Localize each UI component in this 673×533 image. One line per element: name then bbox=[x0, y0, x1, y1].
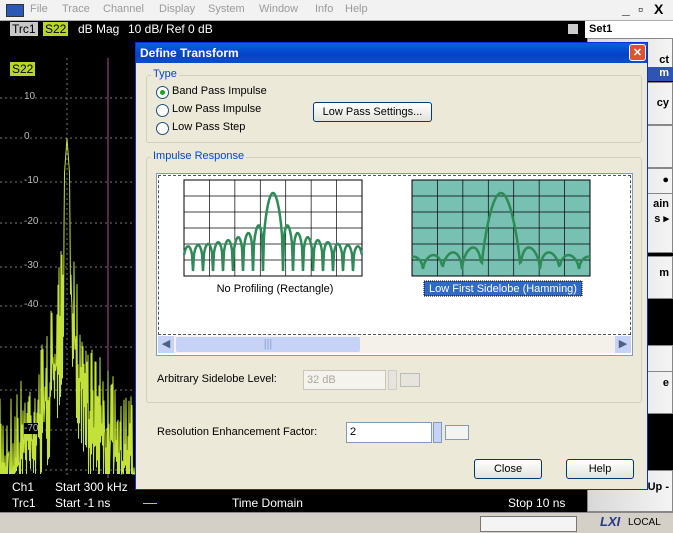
close-icon[interactable]: ✕ bbox=[629, 44, 646, 61]
ref-label: Resolution Enhancement Factor: bbox=[157, 426, 318, 438]
menu-item[interactable]: Display bbox=[159, 3, 196, 15]
softkey-label: m bbox=[659, 67, 669, 79]
radio-label[interactable]: Low Pass Impulse bbox=[172, 103, 262, 115]
trace-header: Trc1 S22 dB Mag 10 dB/ Ref 0 dB bbox=[0, 21, 587, 38]
scroll-right[interactable]: ▶ bbox=[615, 336, 631, 353]
menu-item[interactable]: System bbox=[208, 3, 245, 15]
axis-label: 10 bbox=[24, 91, 36, 102]
local: LOCAL bbox=[628, 517, 661, 528]
axis-label: -30 bbox=[24, 260, 39, 271]
help-button[interactable]: Help bbox=[566, 459, 634, 479]
radio-dot bbox=[160, 90, 165, 95]
radio-label[interactable]: Band Pass Impulse bbox=[172, 85, 267, 97]
sidelobe-label: Arbitrary Sidelobe Level: bbox=[157, 373, 277, 385]
dialog-title: Define Transform bbox=[140, 46, 239, 60]
scroll-thumb[interactable]: ||| bbox=[176, 337, 360, 352]
menu-bar: File Trace Channel Display System Window Info H… bbox=[0, 0, 673, 21]
softkey-label: m bbox=[659, 267, 669, 279]
softkey-label: s ▸ bbox=[654, 213, 669, 225]
trace-format: dB Mag bbox=[78, 22, 120, 36]
axis-label: 0 bbox=[24, 131, 30, 142]
softkey-label: cy bbox=[656, 97, 669, 109]
menu-item[interactable]: Info bbox=[315, 3, 334, 15]
dialog: Define Transform ✕ Type Band Pass Impuls… bbox=[135, 42, 648, 490]
softkey-label: e bbox=[662, 377, 669, 389]
domain-mode: Time Domain bbox=[232, 496, 303, 510]
window-curve bbox=[411, 191, 591, 270]
menu-item[interactable]: Help bbox=[345, 3, 368, 15]
caption-highlight bbox=[423, 280, 583, 297]
scroll-left[interactable]: ◀ bbox=[158, 336, 174, 353]
menu-item[interactable]: Window bbox=[259, 3, 299, 15]
radio-button[interactable] bbox=[156, 122, 169, 135]
close-button[interactable]: Close bbox=[474, 459, 542, 479]
sidelobe-input: 32 dB bbox=[303, 370, 386, 390]
window-button[interactable]: _ bbox=[622, 1, 630, 17]
axis-label: -70 bbox=[24, 423, 39, 434]
trace-name: Trc1 bbox=[10, 22, 38, 36]
window-caption[interactable]: Low First Sidelobe (Hamming) bbox=[429, 283, 577, 295]
window-button[interactable]: X bbox=[654, 1, 664, 17]
radio-button[interactable] bbox=[156, 104, 169, 117]
channel-label: S22 bbox=[10, 62, 36, 76]
set-label: Set1 bbox=[589, 23, 613, 35]
app-icon bbox=[6, 4, 24, 17]
low-pass-settings[interactable]: Low Pass Settings... bbox=[313, 102, 432, 122]
focus-rect bbox=[158, 175, 631, 335]
trace-footer: Trc1 bbox=[12, 496, 36, 510]
ref-input[interactable]: 2 bbox=[346, 422, 432, 443]
radio-label[interactable]: Low Pass Step bbox=[172, 121, 246, 133]
window-curve bbox=[182, 191, 364, 272]
status-field bbox=[480, 516, 577, 532]
window-caption[interactable]: No Profiling (Rectangle) bbox=[217, 283, 334, 295]
window-thumbnails: No Profiling (Rectangle) Low First Sidelo… bbox=[182, 179, 591, 297]
set-area: Set1 bbox=[585, 21, 673, 38]
status-bar: LXI LOCAL bbox=[0, 512, 673, 533]
axis-label: -10 bbox=[24, 175, 39, 186]
trace-start: Start -1 ns bbox=[55, 496, 111, 510]
ref-keypad[interactable] bbox=[445, 425, 469, 440]
set-icon bbox=[568, 24, 578, 34]
sidelobe-spin bbox=[388, 370, 397, 390]
softkey-label: ain bbox=[653, 198, 669, 210]
trace-line bbox=[0, 137, 137, 475]
window-list: No Profiling (Rectangle) Low First Sidelo… bbox=[156, 173, 633, 356]
radio-button[interactable] bbox=[156, 86, 169, 99]
channel-start: Start 300 kHz bbox=[55, 480, 128, 494]
menu-item[interactable]: Channel bbox=[103, 3, 144, 15]
trace-plot bbox=[0, 58, 587, 478]
channel: Ch1 bbox=[12, 480, 35, 494]
softkey-label: ct bbox=[659, 54, 669, 66]
trace-scale: 10 dB/ Ref 0 dB bbox=[128, 22, 213, 36]
axis-label: -20 bbox=[24, 216, 39, 227]
menu-item[interactable]: Trace bbox=[62, 3, 90, 15]
type-group bbox=[146, 75, 642, 143]
title-bar: Define Transform ✕ bbox=[136, 43, 647, 63]
sidelobe-keypad bbox=[400, 373, 420, 387]
type-legend: Type bbox=[151, 68, 179, 80]
stop: Stop 10 ns bbox=[508, 496, 566, 510]
impulse-group bbox=[146, 157, 642, 403]
trace-param: S22 bbox=[43, 22, 69, 36]
softkey-label: ● bbox=[662, 174, 669, 186]
lxi: LXI bbox=[600, 514, 621, 529]
axis-label: -40 bbox=[24, 299, 39, 310]
ref-spin[interactable] bbox=[433, 422, 442, 443]
menu-item[interactable]: File bbox=[30, 3, 48, 15]
h-scrollbar: ◀ ||| ▶ bbox=[158, 336, 631, 353]
trace-swatch bbox=[143, 503, 157, 504]
window-button[interactable]: ▫ bbox=[638, 1, 643, 17]
impulse-legend: Impulse Response bbox=[151, 150, 247, 162]
